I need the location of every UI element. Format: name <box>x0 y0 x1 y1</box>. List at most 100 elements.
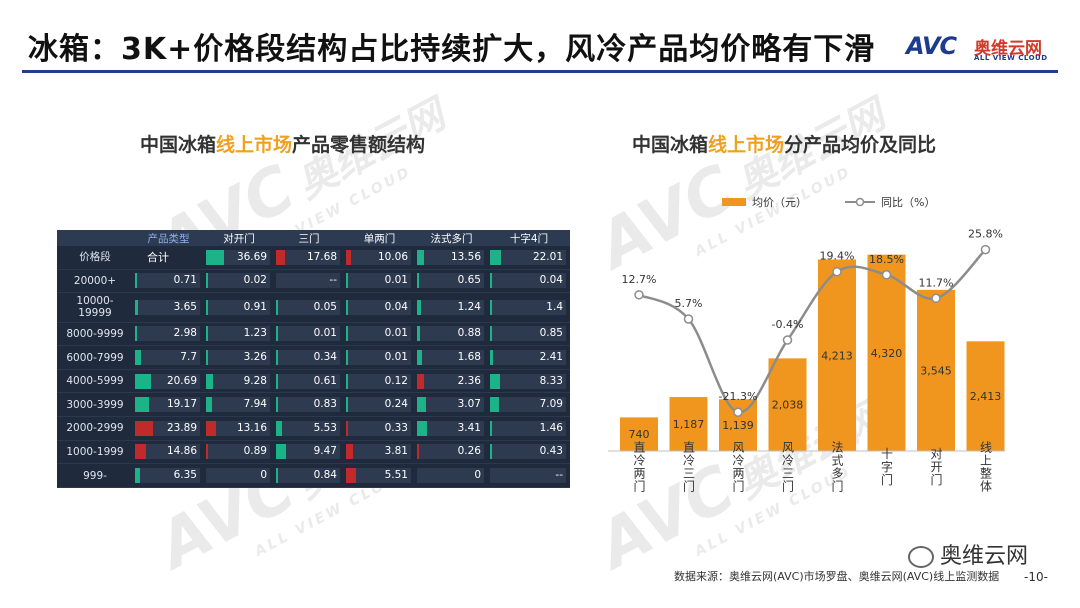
row-label: 价格段 <box>57 246 133 270</box>
cell-value: 2.36 <box>457 374 481 387</box>
total-cell: 6.35 <box>133 463 204 488</box>
cell-value: 7.94 <box>243 398 267 411</box>
table-cell: 13.56 <box>415 246 488 270</box>
total-cell: 3.65 <box>133 292 204 323</box>
yoy-point <box>832 266 842 277</box>
share-bar <box>490 326 492 342</box>
table-header-row: 产品类型 对开门 三门 单两门 法式多门 十字4门 <box>57 230 570 246</box>
yoy-data-label: 18.5% <box>869 253 904 266</box>
legend-label-bar: 均价（元） <box>752 196 807 209</box>
slide-title: 冰箱：3K+价格段结构占比持续扩大，风冷产品均价略有下滑 <box>28 32 876 67</box>
share-bar <box>417 299 421 315</box>
share-bar <box>417 350 422 366</box>
table-row: 4000-5999 20.69 9.28 0.61 0.12 2.36 8.33 <box>57 369 570 394</box>
wechat-icon <box>908 546 934 568</box>
x-tick-label: 直冷三门 <box>682 441 696 493</box>
share-bar <box>276 420 282 436</box>
table-row: 20000+ 0.71 0.02 -- 0.01 0.65 0.04 <box>57 269 570 294</box>
share-bar <box>490 373 500 389</box>
table-cell: 0.02 <box>204 269 274 294</box>
retail-structure-table: 产品类型 对开门 三门 单两门 法式多门 十字4门 价格段 合计 36.69 17.6… <box>57 230 570 488</box>
cell-value: 0.85 <box>539 327 563 340</box>
cell-value: 0.84 <box>313 469 337 482</box>
row-label: 3000-3999 <box>57 392 133 418</box>
yoy-point <box>733 407 743 417</box>
cell-value: 0.43 <box>539 445 563 458</box>
table-cell: 7.94 <box>204 392 274 418</box>
table-cell: 1.4 <box>488 292 570 323</box>
yoy-point <box>683 314 694 324</box>
table-cell: 9.47 <box>274 440 344 465</box>
row-label: 1000-1999 <box>57 440 133 465</box>
cell-value: 3.07 <box>457 398 481 411</box>
bar <box>867 254 906 451</box>
table-cell: 8.33 <box>488 369 570 394</box>
bar <box>768 358 807 451</box>
total-share-bar <box>135 373 151 389</box>
share-bar <box>417 273 419 289</box>
cell-value: 1.24 <box>457 300 481 313</box>
total-share-bar <box>135 350 141 366</box>
cell-value: 17.68 <box>306 250 337 263</box>
table-cell: 1.46 <box>488 416 570 441</box>
bar <box>966 341 1005 451</box>
total-cell: 7.7 <box>133 345 204 370</box>
share-bar <box>276 373 278 389</box>
yoy-point <box>881 270 892 280</box>
share-bar <box>206 299 208 315</box>
table-row: 999- 6.35 0 0.84 5.51 0 -- <box>57 463 570 488</box>
share-bar <box>346 299 348 315</box>
table-cell: 1.23 <box>204 322 274 347</box>
bar-data-label: 2,413 <box>970 390 1002 403</box>
bar-data-label: 1,187 <box>673 418 705 431</box>
total-value: 7.7 <box>180 351 197 364</box>
total-share-bar <box>135 444 147 460</box>
share-bar <box>276 468 278 484</box>
total-share-bar <box>135 299 138 315</box>
cell-value: 0.83 <box>313 398 337 411</box>
legend-swatch-bar <box>722 198 746 206</box>
logo-cn: 奥维云网 <box>974 39 1042 59</box>
share-bar <box>346 350 348 366</box>
cell-value: 36.69 <box>236 250 267 263</box>
share-bar <box>417 420 427 436</box>
total-cell: 19.17 <box>133 392 204 418</box>
table-cell: 3.81 <box>344 440 415 465</box>
data-source: 数据来源：奥维云网(AVC)市场罗盘、奥维云网(AVC)线上监测数据 <box>674 570 1000 583</box>
bar-data-label: 740 <box>629 428 650 441</box>
total-value: 6.35 <box>173 469 197 482</box>
cell-value: 3.81 <box>384 445 408 458</box>
yoy-data-label: 5.7% <box>675 297 703 310</box>
cell-value: 13.56 <box>450 250 481 263</box>
table-cell: 0.26 <box>415 440 488 465</box>
cell-value: 0.02 <box>243 274 267 287</box>
table-row: 价格段 合计 36.69 17.68 10.06 13.56 22.01 <box>57 246 570 270</box>
cell-value: 0.04 <box>539 274 563 287</box>
table-cell: 2.36 <box>415 369 488 394</box>
table-cell: 2.41 <box>488 345 570 370</box>
table-cell: 10.06 <box>344 246 415 270</box>
share-bar <box>490 397 499 413</box>
page-number: -10- <box>1024 570 1048 584</box>
cell-value: 0.33 <box>384 421 408 434</box>
bar <box>620 417 658 451</box>
total-cell: 23.89 <box>133 416 204 441</box>
cell-value: 8.33 <box>539 374 563 387</box>
table-row: 3000-3999 19.17 7.94 0.83 0.24 3.07 7.09 <box>57 392 570 418</box>
yoy-point <box>782 335 793 345</box>
table-cell: 9.28 <box>204 369 274 394</box>
share-bar <box>276 299 278 315</box>
bar-data-label: 1,139 <box>722 419 754 432</box>
x-tick-label: 法式多门 <box>830 441 844 493</box>
legend-label-line: 同比（%） <box>881 196 935 209</box>
logo-mark: AVC <box>906 32 957 60</box>
total-value: 19.17 <box>166 398 197 411</box>
share-bar <box>346 420 348 436</box>
x-tick-label: 对开门 <box>929 447 943 486</box>
cell-value: 3.41 <box>457 421 481 434</box>
share-bar <box>417 373 424 389</box>
share-bar <box>206 444 208 460</box>
title-divider <box>22 70 1058 73</box>
col-header: 十字4门 <box>488 230 570 246</box>
table-cell: 5.51 <box>344 463 415 488</box>
